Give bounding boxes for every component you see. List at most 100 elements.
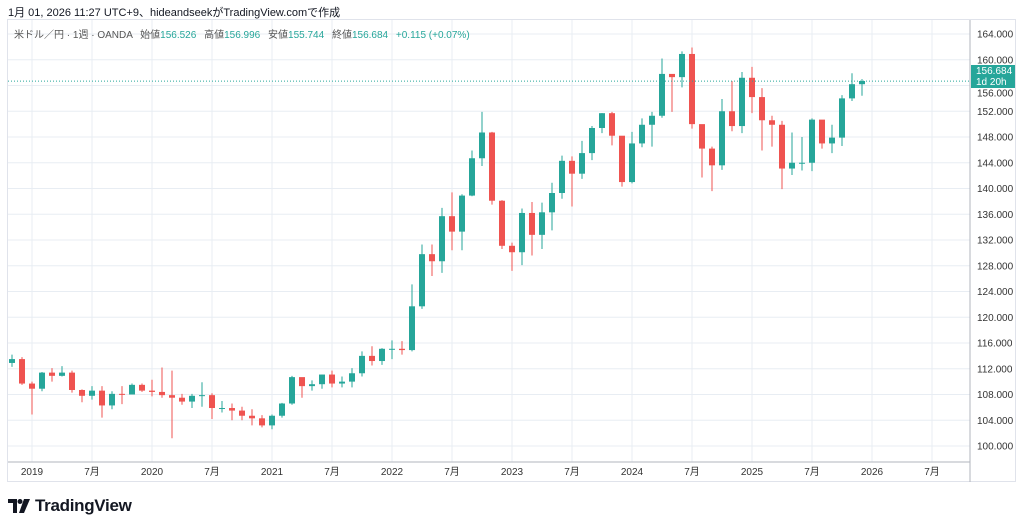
candle	[809, 118, 815, 172]
candle-body	[389, 348, 395, 350]
candle-body	[619, 135, 625, 183]
candle-body	[179, 397, 185, 402]
candle-body	[149, 390, 155, 392]
candle-body	[609, 113, 615, 136]
candle-body	[339, 381, 345, 384]
candle	[519, 208, 525, 266]
candle-body	[129, 384, 135, 395]
candle-body	[219, 408, 225, 410]
tradingview-logo[interactable]: TradingView	[8, 496, 132, 516]
candle-body	[399, 348, 405, 351]
candle-body	[529, 212, 535, 235]
candle-body	[799, 162, 805, 164]
candle	[559, 155, 565, 199]
x-tick-label: 2024	[621, 467, 644, 478]
candle-body	[259, 418, 265, 426]
candle-body	[159, 391, 165, 396]
y-tick-label: 136.000	[977, 210, 1014, 221]
candle-body	[579, 153, 585, 174]
candle-body	[569, 160, 575, 174]
candle	[789, 132, 795, 175]
candle	[299, 377, 305, 398]
candle-body	[669, 73, 675, 78]
open-label: 始値	[140, 30, 161, 41]
candle-body	[59, 372, 65, 376]
y-tick-label: 148.000	[977, 133, 1014, 144]
tradingview-logo-icon	[8, 499, 30, 513]
candle-body	[239, 410, 245, 416]
x-tick-label: 7月	[204, 466, 220, 478]
y-tick-label: 156.000	[977, 89, 1014, 100]
open-value: 156.526	[160, 30, 197, 41]
candle	[29, 381, 35, 415]
candle	[449, 192, 455, 251]
y-tick-label: 160.000	[977, 55, 1014, 66]
candle	[229, 403, 235, 421]
candle	[479, 111, 485, 166]
candle	[619, 135, 625, 187]
candle-body	[649, 115, 655, 125]
candle-body	[279, 403, 285, 416]
x-tick-label: 2020	[141, 467, 164, 478]
x-tick-label: 7月	[324, 466, 340, 478]
candle-body	[599, 113, 605, 128]
candle	[779, 120, 785, 190]
candle-body	[139, 384, 145, 391]
candle	[469, 150, 475, 197]
candle	[759, 88, 765, 151]
candle-body	[69, 372, 75, 390]
x-tick-label: 2021	[261, 467, 284, 478]
y-tick-label: 124.000	[977, 287, 1014, 298]
candle-body	[249, 415, 255, 419]
candle	[289, 375, 295, 405]
candle	[309, 380, 315, 391]
x-tick-label: 7月	[84, 466, 100, 478]
low-label: 安値	[268, 30, 289, 41]
candle-body	[309, 384, 315, 387]
candle	[849, 73, 855, 101]
candle	[369, 346, 375, 366]
candle-body	[699, 124, 705, 149]
time-axis: 2019 7月 2020 7月 2021 7月 2022 7月 2023 7月 2024 7月 2025…	[8, 461, 970, 478]
x-tick-label: 7月	[684, 466, 700, 478]
candle	[639, 118, 645, 148]
candle-body	[119, 393, 125, 395]
candle	[839, 95, 845, 147]
candle	[169, 370, 175, 439]
candle-body	[419, 254, 425, 307]
candle-body	[19, 359, 25, 384]
candle	[279, 402, 285, 418]
candle-body	[449, 216, 455, 232]
candle-body	[369, 355, 375, 362]
candle-body	[409, 306, 415, 351]
price-axis: 100.000 104.000 108.000 112.000 116.000 120.0…	[969, 20, 1014, 482]
candle	[69, 370, 75, 393]
y-tick-label: 104.000	[977, 416, 1014, 427]
candle	[49, 368, 55, 382]
candle	[739, 71, 745, 134]
candle-body	[379, 348, 385, 362]
candle	[339, 376, 345, 388]
candle	[389, 340, 395, 360]
candle	[149, 379, 155, 397]
candle	[79, 389, 85, 403]
candle-body	[209, 395, 215, 409]
candle-body	[479, 132, 485, 159]
chart-frame[interactable]	[7, 19, 1016, 482]
candles	[8, 47, 970, 439]
candle-body	[749, 77, 755, 98]
candle	[129, 383, 135, 395]
candle-body	[29, 383, 35, 389]
y-tick-label: 140.000	[977, 184, 1014, 195]
x-tick-label: 2026	[861, 467, 884, 478]
tradingview-logo-text: TradingView	[35, 496, 132, 515]
candle	[219, 400, 225, 413]
candle-body	[429, 254, 435, 262]
candle-body	[269, 415, 275, 426]
candle-body	[459, 195, 465, 232]
candle-body	[229, 408, 235, 411]
y-tick-label: 112.000	[977, 364, 1013, 375]
candle	[9, 354, 15, 367]
candle	[679, 51, 685, 88]
